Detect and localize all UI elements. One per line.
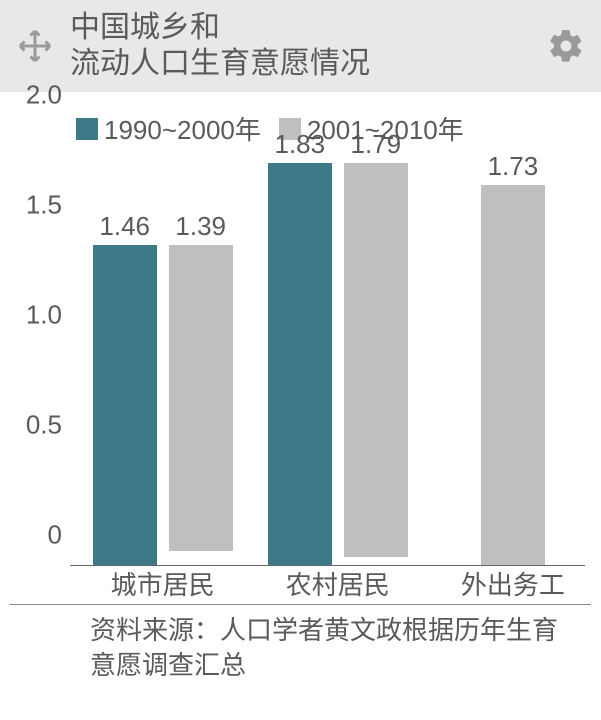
bar-value-label: 1.79	[350, 129, 401, 160]
bar-value-label: 1.46	[99, 211, 150, 242]
source-text: 资料来源：人口学者黄文政根据历年生育意愿调查汇总	[0, 605, 601, 683]
header-bar: 中国城乡和 流动人口生育意愿情况	[0, 0, 601, 92]
bar: 1.39	[169, 245, 233, 551]
bar-group: 1.831.79	[267, 163, 409, 566]
plot: 00.51.01.52.0 1.461.391.831.791.73 城市居民农…	[70, 116, 585, 596]
bar-value-label: 1.73	[488, 151, 539, 182]
bar-group: 1.461.39	[92, 245, 234, 566]
y-tick: 0.5	[10, 410, 62, 441]
settings-icon[interactable]	[545, 25, 587, 67]
bar: 1.46	[93, 245, 157, 566]
bar-value-label: 1.39	[175, 211, 226, 242]
y-tick: 1.5	[10, 190, 62, 221]
bar-value-label: 1.83	[274, 129, 325, 160]
title-line-2: 流动人口生育意愿情况	[70, 46, 370, 82]
bar-group: 1.73	[481, 185, 545, 566]
x-tick-label: 外出务工	[461, 565, 565, 602]
x-tick-label: 农村居民	[286, 565, 390, 602]
chart-title: 中国城乡和 流动人口生育意愿情况	[70, 10, 370, 82]
y-tick: 2.0	[10, 80, 62, 111]
bar: 1.83	[268, 163, 332, 566]
y-tick: 1.0	[10, 300, 62, 331]
move-icon[interactable]	[14, 25, 56, 67]
source-prefix: 资料来源：	[90, 615, 220, 645]
bars-container: 1.461.391.831.791.73	[70, 126, 585, 566]
bar: 1.79	[344, 163, 408, 557]
x-tick-label: 城市居民	[111, 565, 215, 602]
y-tick: 0	[10, 520, 62, 551]
bar: 1.73	[481, 185, 545, 566]
title-line-1: 中国城乡和	[70, 10, 370, 46]
chart-area: 1990~2000年 2001~2010年 00.51.01.52.0 1.46…	[0, 92, 601, 596]
